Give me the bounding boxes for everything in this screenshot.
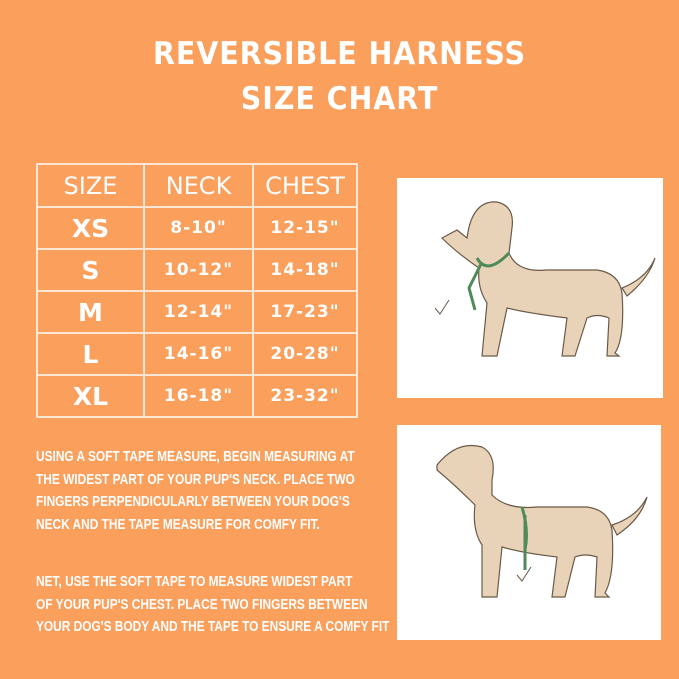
- text-line: USING A SOFT TAPE MEASURE, BEGIN MEASURI…: [36, 449, 355, 465]
- text-line: NET, USE THE SOFT TAPE TO MEASURE WIDEST…: [36, 574, 353, 590]
- size-cell: M: [36, 290, 145, 334]
- table-row: L 14-16" 20-28": [36, 332, 358, 376]
- neck-cell: 8-10": [143, 206, 254, 250]
- table-row: S 10-12" 14-18": [36, 248, 358, 292]
- neck-cell: 16-18": [143, 374, 254, 418]
- text-line: THE WIDEST PART OF YOUR PUP'S NECK. PLAC…: [36, 471, 355, 488]
- neck-instructions: USING A SOFT TAPE MEASURE, BEGIN MEASURI…: [36, 446, 355, 536]
- header-chest: CHEST: [252, 163, 358, 208]
- neck-cell: 14-16": [143, 332, 254, 376]
- chest-cell: 23-32": [252, 374, 358, 418]
- chest-cell: 14-18": [252, 248, 358, 292]
- table-row: M 12-14" 17-23": [36, 290, 358, 334]
- size-cell: L: [36, 332, 145, 376]
- table-row: XL 16-18" 23-32": [36, 374, 358, 418]
- text-line: NECK AND THE TAPE MEASURE FOR COMFY FIT.: [36, 516, 320, 533]
- text-line: FINGERS PERPENDICULARLY BETWEEN YOUR DOG…: [36, 494, 350, 510]
- neck-cell: 10-12": [143, 248, 254, 292]
- table-row: XS 8-10" 12-15": [36, 206, 358, 250]
- chest-cell: 17-23": [252, 290, 358, 334]
- size-cell: XS: [36, 206, 145, 250]
- size-table: SIZE NECK CHEST XS 8-10" 12-15" S 10-12" 14-…: [36, 163, 358, 418]
- neck-cell: 12-14": [143, 290, 254, 334]
- text-line: YOUR DOG'S BODY AND THE TAPE TO ENSURE A…: [36, 619, 390, 635]
- header-neck: NECK: [143, 163, 254, 208]
- dog-chest-measure-illustration: [397, 425, 661, 640]
- chest-instructions: NET, USE THE SOFT TAPE TO MEASURE WIDEST…: [36, 571, 389, 639]
- chest-cell: 20-28": [252, 332, 358, 376]
- title-line-1: REVERSIBLE HARNESS: [152, 36, 527, 72]
- header-size: SIZE: [36, 163, 145, 208]
- chest-cell: 12-15": [252, 206, 358, 250]
- table-header-row: SIZE NECK CHEST: [36, 163, 358, 208]
- title-line-2: SIZE CHART: [240, 81, 439, 117]
- size-cell: XL: [36, 374, 145, 418]
- text-line: OF YOUR PUP'S CHEST. PLACE TWO FINGERS B…: [36, 596, 368, 613]
- dog-neck-measure-illustration: [397, 178, 663, 398]
- size-cell: S: [36, 248, 145, 292]
